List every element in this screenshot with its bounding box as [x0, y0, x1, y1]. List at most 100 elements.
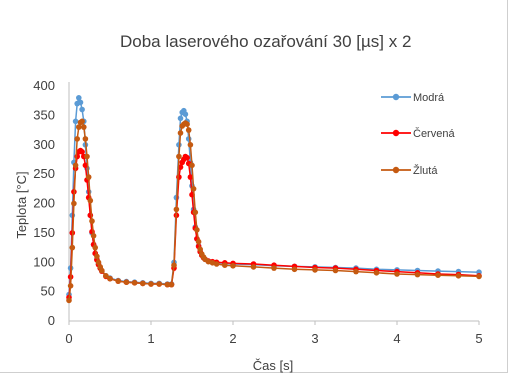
data-point: [291, 266, 298, 273]
series-group: [66, 95, 482, 304]
data-point: [332, 267, 339, 274]
legend-marker: [392, 129, 400, 137]
chart-title: Doba laserového ozařování 30 [µs] x 2: [120, 32, 412, 51]
y-tick-label: 150: [33, 225, 55, 240]
data-point: [156, 281, 162, 287]
data-point: [176, 153, 182, 160]
y-tick-label: 250: [33, 166, 55, 181]
legend-label: Červená: [413, 127, 455, 140]
data-point: [82, 136, 89, 142]
data-point: [194, 227, 200, 233]
data-point: [123, 279, 130, 286]
data-point: [94, 253, 100, 260]
data-point: [312, 267, 318, 273]
data-point: [213, 261, 220, 267]
data-point: [89, 218, 95, 224]
data-point: [79, 118, 85, 125]
data-point: [76, 95, 82, 101]
data-point: [195, 238, 202, 245]
data-point: [184, 154, 190, 161]
x-tick-label: 4: [393, 331, 400, 346]
data-point: [72, 162, 79, 169]
data-point: [71, 200, 77, 207]
data-point: [192, 209, 199, 216]
data-point: [184, 121, 190, 127]
data-point: [476, 273, 482, 280]
data-point: [185, 127, 192, 133]
data-point: [99, 267, 105, 274]
legend-marker: [392, 166, 400, 174]
data-point: [435, 272, 441, 279]
data-point: [79, 149, 85, 155]
legend-item: Modrá: [381, 92, 445, 104]
data-point: [171, 262, 177, 269]
data-point: [230, 263, 236, 269]
series-3: [66, 118, 482, 304]
y-tick-label: 100: [33, 254, 55, 269]
legend-item: Žlutá: [381, 164, 438, 177]
data-point: [87, 197, 94, 204]
data-point: [250, 264, 257, 270]
data-point: [455, 273, 462, 279]
data-point: [107, 275, 113, 282]
data-point: [69, 244, 76, 251]
data-point: [148, 281, 154, 287]
data-point: [76, 124, 82, 130]
data-point: [373, 270, 380, 276]
data-point: [74, 136, 80, 142]
x-tick-label: 5: [475, 331, 482, 346]
data-point: [187, 174, 194, 180]
y-tick-label: 0: [48, 313, 55, 328]
data-point: [84, 153, 90, 160]
y-tick-label: 200: [33, 196, 55, 211]
data-point: [82, 162, 89, 169]
data-point: [164, 281, 171, 288]
x-tick-label: 3: [311, 331, 318, 346]
data-point: [197, 246, 203, 253]
legend-label: Modrá: [413, 92, 445, 104]
y-axis-title: Teplota [°C]: [14, 171, 29, 238]
data-point: [168, 281, 175, 288]
data-point: [131, 280, 138, 286]
data-point: [187, 142, 194, 148]
legend-marker: [392, 93, 400, 101]
data-point: [92, 244, 98, 251]
data-point: [173, 206, 180, 213]
data-point: [72, 118, 79, 125]
y-tick-label: 350: [33, 107, 55, 122]
data-point: [394, 271, 400, 277]
data-point: [77, 99, 84, 106]
data-point: [177, 115, 184, 122]
y-tick-label: 400: [33, 78, 55, 93]
data-point: [176, 174, 182, 180]
data-point: [81, 124, 87, 130]
data-point: [222, 262, 228, 269]
legend-label: Žlutá: [413, 164, 438, 177]
data-point: [95, 259, 102, 266]
data-point: [66, 297, 72, 304]
legend: Modrá Červená Žlutá: [381, 92, 455, 177]
data-point: [189, 162, 195, 169]
data-point: [353, 268, 359, 275]
data-point: [190, 186, 197, 192]
x-axis-title: Čas [s]: [253, 358, 293, 373]
legend-item: Červená: [381, 127, 455, 140]
data-point: [85, 174, 92, 180]
axes: 0 50 100 150 200 250 300 350 400 0 1 2 3 4 5: [33, 78, 482, 346]
data-point: [182, 111, 189, 117]
data-point: [67, 283, 74, 289]
data-point: [103, 273, 109, 279]
y-tick-label: 50: [41, 284, 55, 299]
data-point: [79, 106, 85, 113]
data-point: [414, 271, 421, 278]
y-tick-label: 300: [33, 137, 55, 152]
data-point: [177, 130, 184, 136]
data-point: [90, 233, 97, 239]
x-tick-label: 1: [147, 331, 154, 346]
data-point: [140, 280, 146, 287]
x-tick-label: 0: [65, 331, 72, 346]
x-tick-label: 2: [229, 331, 236, 346]
